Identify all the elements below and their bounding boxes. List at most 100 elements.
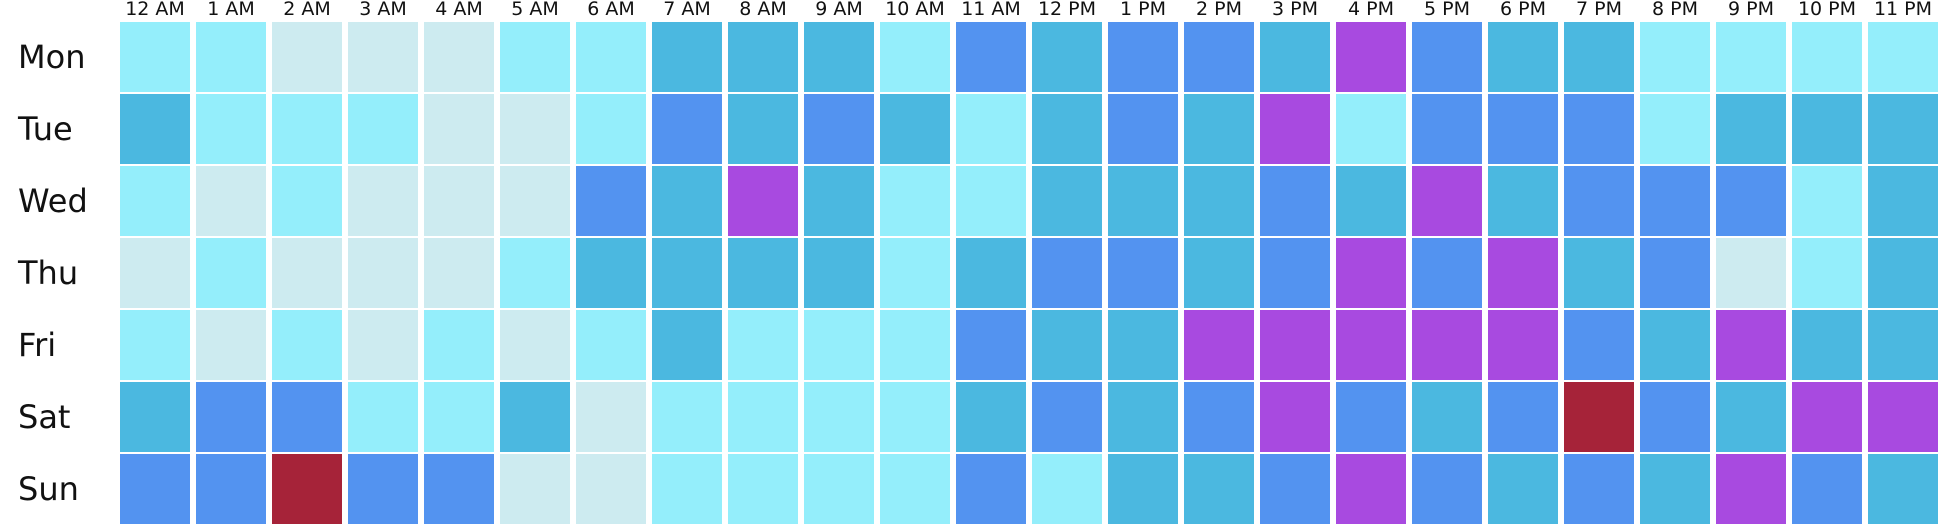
heatmap-cell: [196, 238, 266, 308]
heatmap-cell: [348, 94, 418, 164]
x-axis-labels: 12 AM 1 AM 2 AM 3 AM 4 AM 5 AM 6 AM 7 AM 8 AM 9 A…: [125, 0, 1932, 20]
heatmap-cell: [1640, 238, 1710, 308]
x-tick-label: 4 PM: [1348, 0, 1394, 20]
heatmap-cell: [120, 310, 190, 380]
heatmap-cell: [1412, 454, 1482, 524]
y-tick-label: Sun: [18, 470, 79, 508]
heatmap-cell: [1716, 238, 1786, 308]
heatmap-cell: [804, 310, 874, 380]
heatmap-cell: [728, 22, 798, 92]
heatmap-cell: [1260, 310, 1330, 380]
heatmap-cell: [1640, 454, 1710, 524]
heatmap-cell: [1488, 310, 1558, 380]
heatmap-cell: [196, 94, 266, 164]
heatmap-cell: [1412, 310, 1482, 380]
heatmap-cell: [196, 166, 266, 236]
x-tick-label: 1 PM: [1120, 0, 1166, 20]
heatmap-cell: [348, 22, 418, 92]
heatmap-cell: [1412, 94, 1482, 164]
heatmap-cell: [1108, 22, 1178, 92]
heatmap-cell: [880, 94, 950, 164]
heatmap-cell: [1032, 454, 1102, 524]
heatmap-cell: [1640, 310, 1710, 380]
heatmap-cell: [804, 94, 874, 164]
heatmap-cell: [576, 238, 646, 308]
heatmap-cell: [652, 454, 722, 524]
heatmap-cells: [120, 22, 1938, 524]
heatmap-cell: [576, 94, 646, 164]
heatmap-cell: [1260, 94, 1330, 164]
heatmap-cell: [1488, 22, 1558, 92]
heatmap-cell: [272, 382, 342, 452]
heatmap-cell: [1868, 238, 1938, 308]
heatmap-cell: [1640, 166, 1710, 236]
x-tick-label: 6 AM: [587, 0, 635, 20]
heatmap-cell: [1792, 22, 1862, 92]
x-tick-label: 10 AM: [885, 0, 945, 20]
heatmap-cell: [1488, 382, 1558, 452]
x-tick-label: 8 AM: [739, 0, 787, 20]
x-tick-label: 12 AM: [125, 0, 185, 20]
heatmap-cell: [500, 22, 570, 92]
heatmap-cell: [1716, 166, 1786, 236]
heatmap-cell: [500, 454, 570, 524]
heatmap-cell: [728, 94, 798, 164]
heatmap-cell: [1868, 22, 1938, 92]
y-tick-label: Sat: [18, 398, 70, 436]
heatmap-cell: [728, 238, 798, 308]
heatmap-cell: [880, 310, 950, 380]
heatmap-cell: [1108, 94, 1178, 164]
heatmap-cell: [880, 166, 950, 236]
heatmap-cell: [1792, 454, 1862, 524]
heatmap-cell: [1564, 94, 1634, 164]
heatmap-cell: [500, 382, 570, 452]
heatmap-cell: [1108, 310, 1178, 380]
heatmap-cell: [1336, 166, 1406, 236]
heatmap-cell: [1868, 454, 1938, 524]
y-tick-label: Mon: [18, 38, 85, 76]
heatmap-cell: [1716, 454, 1786, 524]
heatmap-cell: [1108, 382, 1178, 452]
heatmap-cell: [804, 454, 874, 524]
x-tick-label: 10 PM: [1798, 0, 1856, 20]
heatmap-cell: [1488, 238, 1558, 308]
heatmap-cell: [880, 454, 950, 524]
heatmap-cell: [1716, 94, 1786, 164]
heatmap-cell: [652, 94, 722, 164]
heatmap-cell: [1868, 94, 1938, 164]
heatmap-cell: [576, 166, 646, 236]
heatmap-cell: [1792, 310, 1862, 380]
heatmap-cell: [1032, 94, 1102, 164]
x-tick-label: 11 AM: [961, 0, 1021, 20]
heatmap-cell: [652, 238, 722, 308]
x-tick-label: 12 PM: [1038, 0, 1096, 20]
heatmap-cell: [956, 382, 1026, 452]
heatmap-cell: [1032, 310, 1102, 380]
heatmap-cell: [1336, 94, 1406, 164]
heatmap-cell: [120, 382, 190, 452]
heatmap-cell: [1868, 166, 1938, 236]
heatmap-cell: [956, 310, 1026, 380]
heatmap-cell: [500, 166, 570, 236]
heatmap-cell: [1260, 454, 1330, 524]
heatmap-cell: [272, 22, 342, 92]
x-tick-label: 7 AM: [663, 0, 711, 20]
heatmap-cell: [728, 166, 798, 236]
heatmap-cell: [1716, 22, 1786, 92]
heatmap-cell: [120, 238, 190, 308]
heatmap-cell: [196, 454, 266, 524]
heatmap-cell: [1108, 166, 1178, 236]
heatmap-cell: [272, 238, 342, 308]
heatmap-cell: [1564, 310, 1634, 380]
heatmap-cell: [956, 94, 1026, 164]
heatmap-cell: [1488, 166, 1558, 236]
heatmap-cell: [1412, 382, 1482, 452]
heatmap-cell: [272, 310, 342, 380]
heatmap-cell: [1564, 238, 1634, 308]
heatmap-cell: [1792, 94, 1862, 164]
heatmap-cell: [880, 22, 950, 92]
heatmap-cell: [1792, 238, 1862, 308]
heatmap-cell: [424, 238, 494, 308]
y-tick-label: Tue: [17, 110, 73, 148]
x-tick-label: 3 PM: [1272, 0, 1318, 20]
